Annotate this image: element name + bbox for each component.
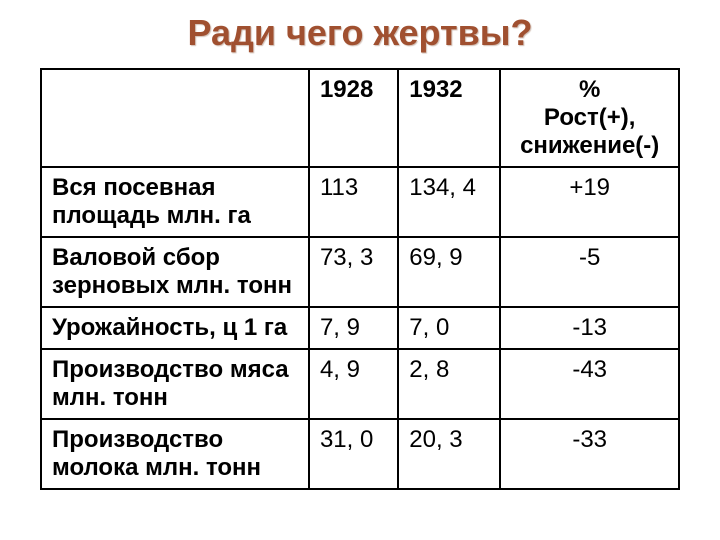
cell-1928: 31, 0 — [309, 419, 398, 489]
cell-1928: 7, 9 — [309, 307, 398, 349]
table-header-row: 1928 1932 % Рост(+), снижение(-) — [41, 69, 679, 167]
cell-1932: 134, 4 — [398, 167, 500, 237]
col-header-indicator — [41, 69, 309, 167]
cell-1928: 113 — [309, 167, 398, 237]
col-header-change: % Рост(+), снижение(-) — [500, 69, 679, 167]
row-label: Производство мяса млн. тонн — [41, 349, 309, 419]
cell-change: +19 — [500, 167, 679, 237]
col-header-1932: 1932 — [398, 69, 500, 167]
col-header-1928: 1928 — [309, 69, 398, 167]
table-row: Вся посевная площадь млн. га 113 134, 4 … — [41, 167, 679, 237]
table-row: Производство молока млн. тонн 31, 0 20, … — [41, 419, 679, 489]
cell-change: -5 — [500, 237, 679, 307]
table-row: Урожайность, ц 1 га 7, 9 7, 0 -13 — [41, 307, 679, 349]
cell-1928: 73, 3 — [309, 237, 398, 307]
cell-change: -13 — [500, 307, 679, 349]
row-label: Урожайность, ц 1 га — [41, 307, 309, 349]
table-row: Валовой сбор зерновых млн. тонн 73, 3 69… — [41, 237, 679, 307]
row-label: Вся посевная площадь млн. га — [41, 167, 309, 237]
cell-change: -33 — [500, 419, 679, 489]
table-row: Производство мяса млн. тонн 4, 9 2, 8 -4… — [41, 349, 679, 419]
data-table: 1928 1932 % Рост(+), снижение(-) Вся пос… — [40, 68, 680, 490]
cell-change: -43 — [500, 349, 679, 419]
cell-1932: 2, 8 — [398, 349, 500, 419]
cell-1932: 7, 0 — [398, 307, 500, 349]
cell-1932: 20, 3 — [398, 419, 500, 489]
cell-1932: 69, 9 — [398, 237, 500, 307]
cell-1928: 4, 9 — [309, 349, 398, 419]
row-label: Валовой сбор зерновых млн. тонн — [41, 237, 309, 307]
row-label: Производство молока млн. тонн — [41, 419, 309, 489]
slide-title: Ради чего жертвы? — [40, 12, 680, 54]
